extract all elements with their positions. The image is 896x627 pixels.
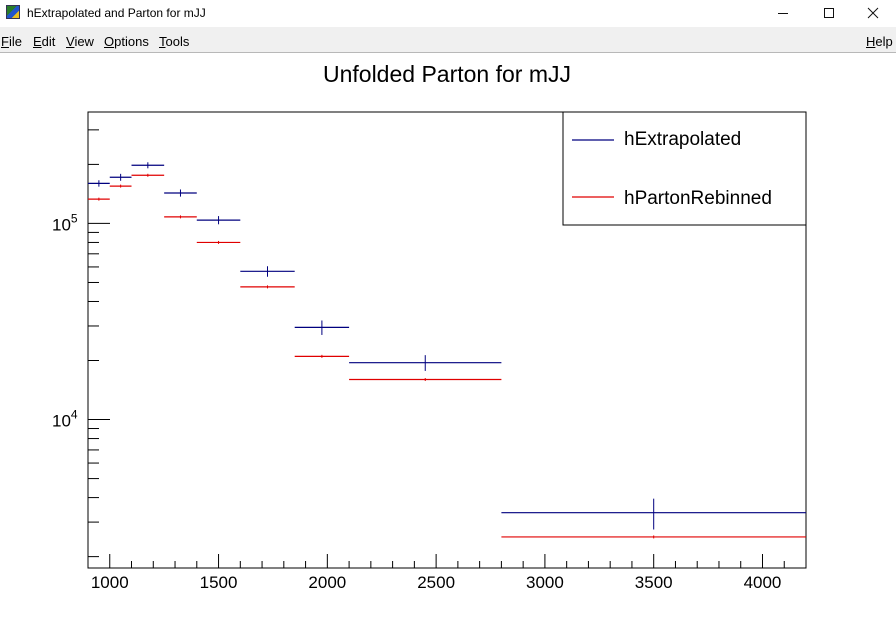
legend-label-hpartonrebinned: hPartonRebinned — [624, 188, 772, 209]
menu-options[interactable]: Options — [104, 34, 149, 49]
menu-edit[interactable]: Edit — [33, 34, 56, 49]
root-app-icon — [6, 5, 20, 19]
close-icon — [867, 7, 879, 19]
x-tick-label: 3500 — [635, 573, 673, 592]
chart-title: Unfolded Parton for mJJ — [323, 61, 571, 87]
x-tick-label: 3000 — [526, 573, 564, 592]
menu-view[interactable]: View — [66, 34, 94, 49]
menu-file[interactable]: File — [1, 34, 22, 49]
y-tick-label: 104 — [52, 408, 78, 431]
legend-label-hextrapolated: hExtrapolated — [624, 129, 741, 150]
legend-box — [562, 111, 807, 226]
close-button[interactable] — [850, 0, 896, 26]
x-tick-label: 2000 — [308, 573, 346, 592]
window-title: hExtrapolated and Parton for mJJ — [27, 6, 206, 20]
menu-tools[interactable]: Tools — [159, 34, 190, 49]
x-tick-label: 2500 — [417, 573, 455, 592]
y-tick-label: 105 — [52, 211, 78, 234]
x-tick-label: 4000 — [744, 573, 782, 592]
title-bar: hExtrapolated and Parton for mJJ — [0, 0, 896, 26]
x-tick-label: 1500 — [200, 573, 238, 592]
menu-help[interactable]: Help — [866, 34, 893, 49]
maximize-button[interactable] — [806, 0, 852, 26]
plot-frame — [87, 111, 807, 569]
maximize-icon — [824, 8, 834, 18]
menu-bar: File Edit View Options Tools Help — [0, 27, 896, 53]
minimize-icon — [778, 13, 788, 14]
x-tick-label: 1000 — [91, 573, 129, 592]
minimize-button[interactable] — [760, 0, 806, 26]
legend: hExtrapolated hPartonRebinned — [562, 111, 807, 226]
